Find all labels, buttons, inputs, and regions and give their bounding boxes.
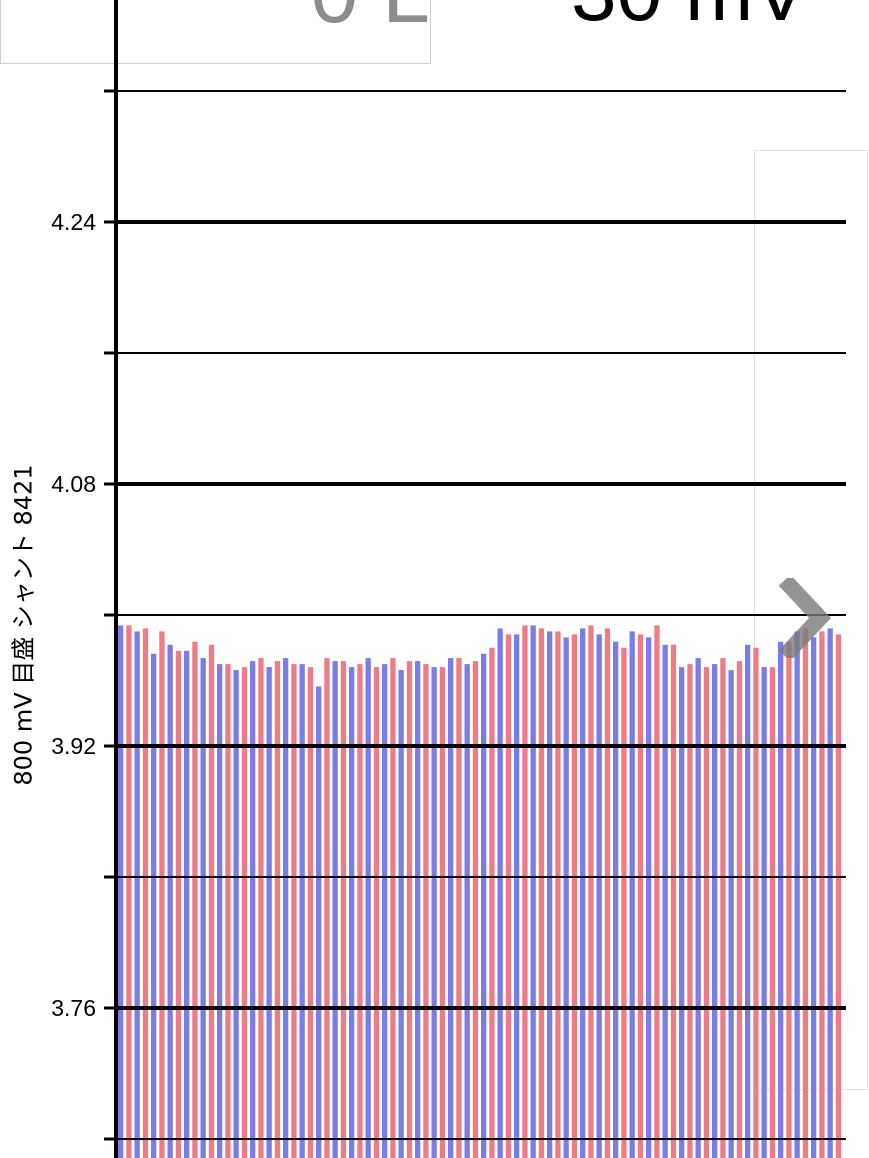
bar-series-a xyxy=(448,658,454,1158)
bar-series-a xyxy=(728,670,734,1158)
bar-series-a xyxy=(613,641,619,1158)
top-left-value: 0 L xyxy=(310,0,430,36)
bar-series-a xyxy=(811,637,817,1158)
bar-series-b xyxy=(720,658,726,1158)
bar-series-a xyxy=(563,637,569,1158)
bar-series-b xyxy=(687,664,693,1158)
bar-series-a xyxy=(299,664,305,1158)
bar-series-b xyxy=(241,667,248,1158)
bar-series-b xyxy=(142,628,149,1158)
top-left-readout: 0 L xyxy=(0,0,431,64)
bar-series-b xyxy=(175,650,182,1158)
bar-series-b xyxy=(159,631,165,1158)
bar-series-b xyxy=(373,667,380,1158)
bar-series-a xyxy=(679,667,685,1158)
bar-series-b xyxy=(258,658,264,1158)
bar-series-a xyxy=(464,664,470,1158)
bar-series-b xyxy=(753,647,759,1158)
bar-series-a xyxy=(761,667,767,1158)
bar-series-b xyxy=(703,667,710,1158)
bar-series-a xyxy=(118,625,124,1158)
y-tick-label: 4.24 xyxy=(51,209,96,235)
bar-series-a xyxy=(580,628,586,1158)
bar-series-a xyxy=(266,667,272,1158)
bar-series-a xyxy=(332,661,338,1158)
bar-series-a xyxy=(217,664,223,1158)
bar-series-a xyxy=(629,631,635,1158)
bar-series-a xyxy=(349,667,355,1158)
y-tick-label: 3.76 xyxy=(51,995,96,1021)
bar-series-a xyxy=(415,661,421,1158)
bar-series-a xyxy=(547,631,553,1158)
bar-series-b xyxy=(225,664,231,1158)
bar-series-a xyxy=(514,634,520,1158)
bar-series-a xyxy=(497,628,503,1158)
bar-series-b xyxy=(390,658,396,1158)
bar-series-b xyxy=(802,628,809,1158)
bar-series-b xyxy=(588,625,594,1158)
bar-series-a xyxy=(646,637,652,1158)
bar-series-b xyxy=(736,661,743,1158)
bar-series-b xyxy=(274,661,281,1158)
bar-series-a xyxy=(316,686,322,1158)
bar-series-b xyxy=(324,658,330,1158)
bar-series-b xyxy=(357,664,363,1158)
bar-series-b xyxy=(192,641,198,1158)
bar-series-a xyxy=(596,634,602,1158)
y-axis-title: 800 mV 目盛 シャント 8421 xyxy=(9,464,38,786)
bar-series-a xyxy=(745,644,751,1158)
bar-series-b xyxy=(505,634,512,1158)
bar-series-b xyxy=(637,634,644,1158)
bar-series-a xyxy=(662,644,668,1158)
bar-series-a xyxy=(712,664,718,1158)
bar-series-b xyxy=(819,631,825,1158)
bar-series-a xyxy=(167,644,173,1158)
chevron-right-icon[interactable] xyxy=(770,578,850,658)
bar-series-b xyxy=(604,628,611,1158)
bar-series-b xyxy=(291,664,297,1158)
bar-series-b xyxy=(835,634,842,1158)
bar-series-b xyxy=(439,667,446,1158)
bar-series-b xyxy=(307,667,314,1158)
bar-series-a xyxy=(200,658,206,1158)
bar-series-a xyxy=(151,653,157,1158)
bar-series-b xyxy=(670,644,677,1158)
bar-series-b xyxy=(406,661,413,1158)
bar-series-a xyxy=(481,653,487,1158)
bar-series-b xyxy=(538,628,545,1158)
bar-series-a xyxy=(283,658,289,1158)
bar-series-a xyxy=(398,670,404,1158)
bar-series-b xyxy=(769,667,776,1158)
bar-series-b xyxy=(472,661,479,1158)
bar-series-b xyxy=(340,661,347,1158)
bar-series-b xyxy=(786,641,792,1158)
bar-series-a xyxy=(695,658,701,1158)
bar-series-b xyxy=(522,625,528,1158)
bar-series-b xyxy=(555,631,561,1158)
bar-series-a xyxy=(233,670,239,1158)
bar-series-a xyxy=(794,631,800,1158)
bar-series-b xyxy=(208,644,215,1158)
bar-series-b xyxy=(423,664,429,1158)
bar-series-a xyxy=(827,628,833,1158)
bar-series-a xyxy=(530,625,536,1158)
bar-series-a xyxy=(778,641,784,1158)
bar-series-b xyxy=(126,625,132,1158)
top-right-value: 30 mV xyxy=(571,0,808,34)
bar-series-a xyxy=(431,667,437,1158)
bar-series-a xyxy=(250,661,256,1158)
bar-series-b xyxy=(456,658,462,1158)
bar-series-b xyxy=(489,647,495,1158)
bar-series-a xyxy=(382,664,388,1158)
bar-series-a xyxy=(365,658,371,1158)
bar-series-b xyxy=(571,634,578,1158)
y-tick-label: 4.08 xyxy=(51,471,96,497)
bar-series-a xyxy=(134,631,140,1158)
bar-series-b xyxy=(654,625,660,1158)
bar-series-b xyxy=(621,647,627,1158)
y-tick-label: 3.92 xyxy=(51,733,96,759)
bar-series-a xyxy=(184,650,190,1158)
